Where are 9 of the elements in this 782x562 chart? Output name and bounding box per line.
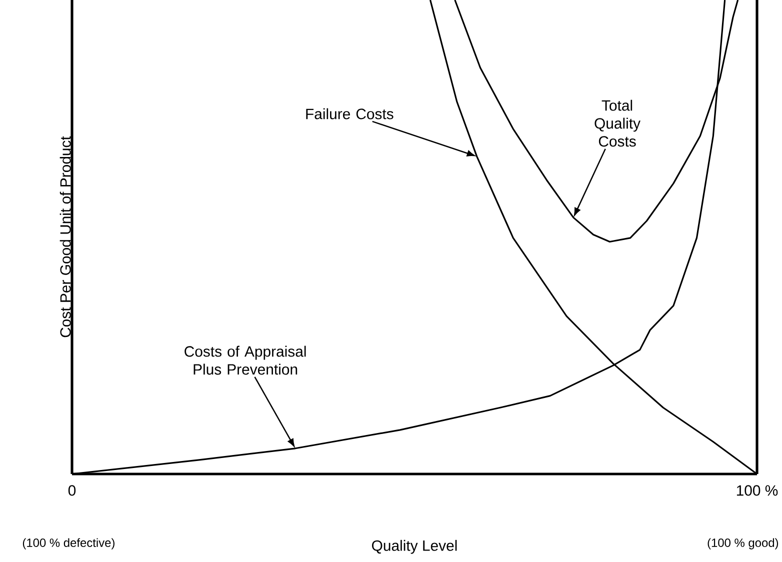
- annotation: Failure Costs: [306, 108, 394, 120]
- y-axis-title: Cost Per Good Unit of Product: [60, 136, 71, 338]
- x-axis-title: Quality Level: [372, 540, 457, 554]
- text: (100 % good): [708, 538, 778, 550]
- x-tick-label: 100 %: [736, 485, 778, 496]
- annotation: Costs of Appraisal Plus Prevention: [184, 346, 306, 375]
- text: (100 % defective): [22, 538, 114, 550]
- annotation: Total Quality Costs: [594, 100, 640, 147]
- x-tick-label: 0: [68, 485, 76, 496]
